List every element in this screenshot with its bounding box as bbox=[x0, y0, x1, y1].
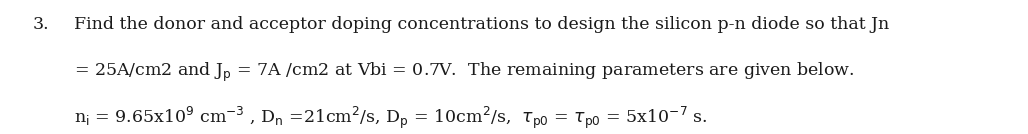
Text: = 25A/cm2 and J$_\mathrm{p}$ = 7A /cm2 at Vbi = 0.7V.  The remaining parameters : = 25A/cm2 and J$_\mathrm{p}$ = 7A /cm2 a… bbox=[74, 60, 854, 83]
Text: 3.: 3. bbox=[33, 16, 49, 33]
Text: n$_\mathrm{i}$ = 9.65x10$^9$ cm$^{-3}$ , D$_\mathrm{n}$ =21cm$^2$/s, D$_\mathrm{: n$_\mathrm{i}$ = 9.65x10$^9$ cm$^{-3}$ ,… bbox=[74, 105, 707, 131]
Text: Find the donor and acceptor doping concentrations to design the silicon p-n diod: Find the donor and acceptor doping conce… bbox=[74, 16, 889, 33]
